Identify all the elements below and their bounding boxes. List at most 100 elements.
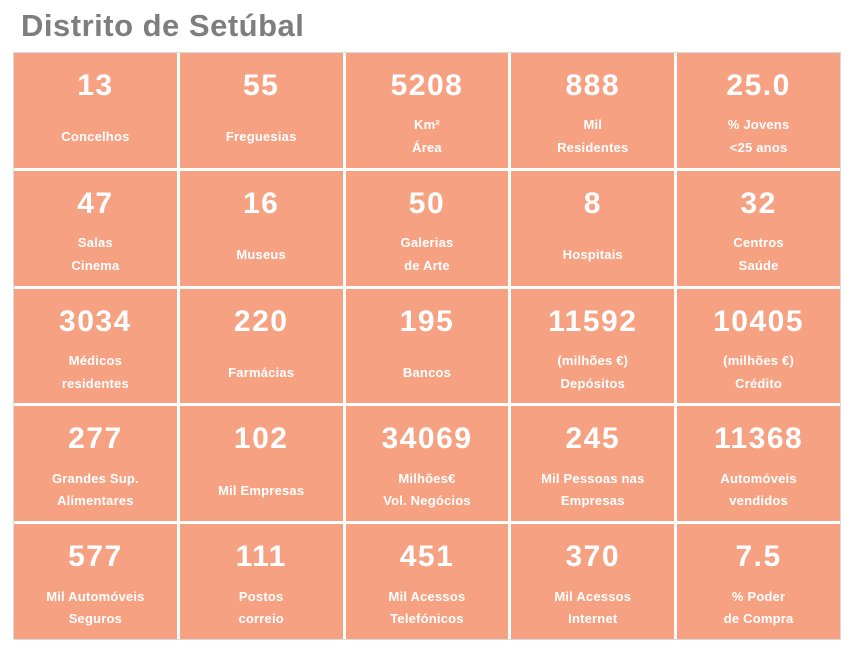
- page-title: Distrito de Setúbal: [21, 8, 305, 43]
- stat-value: 7.5: [735, 540, 782, 574]
- stat-label: Bancos: [403, 351, 451, 395]
- stat-tile-grandes-sup-alimentares: 277 Grandes Sup. Alimentares: [14, 406, 177, 522]
- stat-label: (milhões €) Depósitos: [557, 350, 628, 396]
- stat-label-line: Depósitos: [560, 375, 626, 391]
- stat-value: 16: [243, 186, 280, 220]
- stat-label-line: Mil Empresas: [218, 482, 305, 498]
- stat-label: Mil Automóveis Seguros: [46, 586, 144, 632]
- stat-label: Grandes Sup. Alimentares: [52, 468, 139, 514]
- stat-tile-freguesias: 55 Freguesias: [179, 53, 343, 168]
- stat-label-line: Postos: [238, 588, 284, 604]
- stat-tile-jovens: 25.0 % Jovens <25 anos: [677, 53, 840, 168]
- stat-label: (milhões €) Crédito: [723, 350, 794, 396]
- stat-label-line: Museus: [236, 247, 286, 263]
- stat-label-line: Bancos: [402, 365, 452, 381]
- stat-label: Mil Acessos Telefónicos: [389, 586, 466, 632]
- stat-value: 277: [68, 422, 123, 456]
- stat-value: 111: [235, 540, 287, 574]
- stat-label-line: Concelhos: [61, 129, 130, 145]
- stat-label: Farmácias: [228, 351, 294, 395]
- stat-tile-salas-cinema: 47 Salas Cinema: [14, 170, 177, 286]
- stat-label-line: Cinema: [71, 257, 120, 273]
- stat-value: 5208: [390, 69, 464, 102]
- stat-label: % Jovens <25 anos: [728, 114, 790, 160]
- stat-value: 888: [565, 69, 621, 102]
- stat-label: Milhões€ Vol. Negócios: [383, 468, 471, 514]
- stat-label-line: Médicos: [68, 352, 123, 368]
- stat-label: Automóveis vendidos: [720, 468, 796, 514]
- stat-label: Mil Residentes: [557, 114, 628, 160]
- stat-label-line: vendidos: [729, 493, 788, 509]
- stat-value: 11592: [548, 304, 638, 338]
- stat-value: 34069: [381, 422, 473, 456]
- stat-label-line: Mil Acessos: [388, 588, 466, 604]
- stat-tile-acessos-telefonicos: 451 Mil Acessos Telefónicos: [345, 524, 509, 639]
- stat-value: 25.0: [726, 69, 791, 102]
- stat-label-line: Empresas: [560, 493, 625, 509]
- stat-label-line: Seguros: [68, 611, 123, 627]
- stat-tile-centros-saude: 32 Centros Saúde: [677, 170, 840, 286]
- stat-label-line: Telefónicos: [390, 611, 464, 627]
- stat-tile-pessoas-empresas: 245 Mil Pessoas nas Empresas: [511, 406, 675, 522]
- stat-value: 10405: [713, 304, 805, 338]
- stat-value: 50: [408, 186, 446, 220]
- stat-value: 32: [740, 186, 777, 220]
- stat-label-line: Automóveis: [720, 470, 797, 486]
- stat-tile-poder-compra: 7.5 % Poder de Compra: [677, 524, 840, 639]
- stat-label-line: Km²: [414, 117, 440, 133]
- stat-label-line: de Compra: [723, 611, 794, 627]
- stat-label: Concelhos: [61, 116, 129, 160]
- stat-value: 47: [77, 186, 114, 220]
- stat-tile-mil-empresas: 102 Mil Empresas: [179, 406, 343, 522]
- stat-value: 3034: [59, 304, 132, 338]
- stat-label: Mil Acessos Internet: [554, 586, 631, 632]
- stat-value: 11368: [713, 422, 804, 456]
- stat-label-line: Mil Pessoas nas: [541, 470, 645, 486]
- stat-label-line: (milhões €): [557, 352, 629, 368]
- stat-value: 8: [583, 186, 602, 220]
- stat-label-line: Grandes Sup.: [51, 470, 139, 486]
- stat-value: 195: [399, 304, 455, 338]
- stat-label: Postos correio: [238, 586, 283, 632]
- stat-value: 13: [77, 69, 114, 102]
- stat-label-line: Salas: [77, 235, 113, 251]
- stat-tile-medicos: 3034 Médicos residentes: [14, 288, 177, 404]
- stat-label-line: correio: [238, 611, 284, 627]
- stat-grid: 13 Concelhos 55 Freguesias 5208 Km² Área…: [13, 52, 841, 640]
- stat-label-line: Residentes: [557, 140, 629, 156]
- stat-tile-residentes: 888 Mil Residentes: [511, 53, 675, 168]
- stat-label-line: Freguesias: [225, 129, 297, 145]
- stat-label: Hospitais: [563, 234, 623, 278]
- stat-label-line: Farmácias: [228, 365, 295, 381]
- stat-label-line: Alimentares: [57, 493, 134, 509]
- stat-tile-credito: 10405 (milhões €) Crédito: [677, 288, 840, 404]
- stat-tile-depositos: 11592 (milhões €) Depósitos: [511, 288, 675, 404]
- stat-tile-concelhos: 13 Concelhos: [14, 53, 177, 168]
- stat-label-line: Milhões€: [398, 470, 456, 486]
- stat-label-line: Vol. Negócios: [383, 493, 471, 509]
- stat-tile-vol-negocios: 34069 Milhões€ Vol. Negócios: [345, 406, 509, 522]
- stat-tile-museus: 16 Museus: [179, 170, 343, 286]
- stat-label-line: de Arte: [404, 257, 450, 273]
- stat-label: Galerias de Arte: [401, 232, 454, 278]
- stat-label-line: Hospitais: [562, 247, 623, 263]
- stat-label: Mil Empresas: [218, 469, 304, 513]
- stat-tile-bancos: 195 Bancos: [345, 288, 509, 404]
- stat-label: Médicos residentes: [62, 350, 129, 396]
- stat-label-line: Mil Automóveis: [46, 588, 145, 604]
- stat-tile-farmacias: 220 Farmácias: [179, 288, 343, 404]
- stat-value: 245: [565, 422, 621, 456]
- stat-label-line: Galerias: [400, 235, 454, 251]
- stat-tile-acessos-internet: 370 Mil Acessos Internet: [511, 524, 675, 639]
- stat-label-line: Internet: [568, 611, 618, 627]
- stat-value: 220: [233, 304, 289, 338]
- stat-label-line: residentes: [61, 375, 129, 391]
- stat-label: Centros Saúde: [733, 232, 784, 278]
- stat-label-line: Crédito: [735, 375, 783, 391]
- stat-label: Km² Área: [412, 114, 442, 160]
- stat-tile-automoveis-seguros: 577 Mil Automóveis Seguros: [14, 524, 177, 639]
- stat-label-line: (milhões €): [723, 352, 794, 368]
- stat-value: 577: [68, 540, 123, 574]
- stat-value: 102: [233, 422, 289, 456]
